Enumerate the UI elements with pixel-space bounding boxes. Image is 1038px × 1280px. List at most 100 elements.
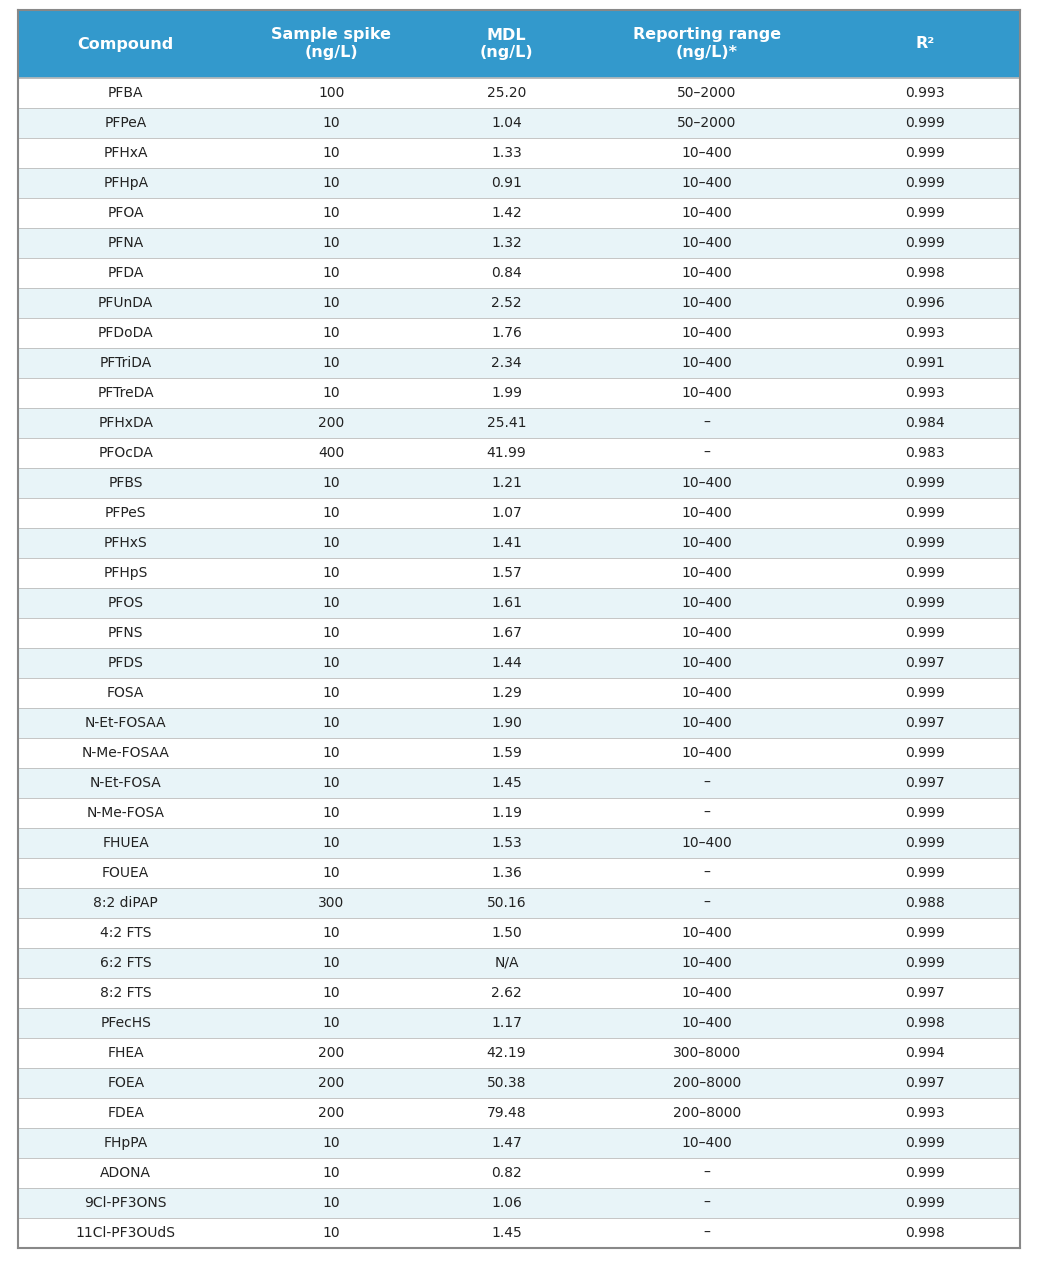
- Bar: [18, 678, 1020, 708]
- Text: 10: 10: [323, 1226, 339, 1240]
- Text: 10–400: 10–400: [682, 626, 732, 640]
- Text: 400: 400: [318, 445, 345, 460]
- Text: PFHpS: PFHpS: [104, 566, 147, 580]
- Text: 11Cl-PF3OUdS: 11Cl-PF3OUdS: [76, 1226, 175, 1240]
- Text: –: –: [704, 776, 710, 790]
- Text: 0.999: 0.999: [905, 236, 945, 250]
- Bar: [18, 408, 1020, 438]
- Bar: [18, 228, 1020, 259]
- Text: 10–400: 10–400: [682, 476, 732, 490]
- Text: 10–400: 10–400: [682, 746, 732, 760]
- Bar: [18, 648, 1020, 678]
- Text: 10: 10: [323, 566, 339, 580]
- Bar: [18, 1158, 1020, 1188]
- Text: –: –: [704, 806, 710, 820]
- Text: 1.50: 1.50: [491, 925, 522, 940]
- Text: 10–400: 10–400: [682, 1137, 732, 1149]
- Bar: [18, 1128, 1020, 1158]
- Text: 200: 200: [318, 1046, 345, 1060]
- Text: 0.999: 0.999: [905, 506, 945, 520]
- Bar: [18, 588, 1020, 618]
- Text: –: –: [704, 1226, 710, 1240]
- Text: PFOcDA: PFOcDA: [99, 445, 154, 460]
- Text: N/A: N/A: [494, 956, 519, 970]
- Text: N-Me-FOSAA: N-Me-FOSAA: [82, 746, 169, 760]
- Text: 10–400: 10–400: [682, 206, 732, 220]
- Text: 0.84: 0.84: [491, 266, 522, 280]
- Text: 10: 10: [323, 116, 339, 131]
- Text: 0.999: 0.999: [905, 536, 945, 550]
- Text: 10–400: 10–400: [682, 956, 732, 970]
- Bar: [18, 138, 1020, 168]
- Bar: [18, 1038, 1020, 1068]
- Text: N-Me-FOSA: N-Me-FOSA: [87, 806, 165, 820]
- Text: PFHxDA: PFHxDA: [99, 416, 154, 430]
- Bar: [18, 618, 1020, 648]
- Text: 10: 10: [323, 746, 339, 760]
- Text: 10: 10: [323, 1196, 339, 1210]
- Text: 10–400: 10–400: [682, 686, 732, 700]
- Text: 100: 100: [318, 86, 345, 100]
- Text: N-Et-FOSA: N-Et-FOSA: [90, 776, 162, 790]
- Text: 200–8000: 200–8000: [673, 1076, 741, 1091]
- Text: PFOS: PFOS: [108, 596, 143, 611]
- Text: 0.999: 0.999: [905, 746, 945, 760]
- Bar: [18, 1219, 1020, 1248]
- Text: 1.61: 1.61: [491, 596, 522, 611]
- Text: 1.67: 1.67: [491, 626, 522, 640]
- Text: 9Cl-PF3ONS: 9Cl-PF3ONS: [84, 1196, 167, 1210]
- Text: 1.32: 1.32: [491, 236, 522, 250]
- Text: 10: 10: [323, 296, 339, 310]
- Text: 0.91: 0.91: [491, 175, 522, 189]
- Text: –: –: [704, 416, 710, 430]
- Bar: [18, 168, 1020, 198]
- Bar: [18, 558, 1020, 588]
- Text: 1.44: 1.44: [491, 655, 522, 669]
- Text: 10: 10: [323, 867, 339, 881]
- Text: PFTriDA: PFTriDA: [100, 356, 152, 370]
- Bar: [18, 918, 1020, 948]
- Text: 10: 10: [323, 776, 339, 790]
- Text: 1.36: 1.36: [491, 867, 522, 881]
- Bar: [18, 317, 1020, 348]
- Text: 200: 200: [318, 1106, 345, 1120]
- Text: 0.82: 0.82: [491, 1166, 522, 1180]
- Text: 10: 10: [323, 236, 339, 250]
- Text: N-Et-FOSAA: N-Et-FOSAA: [85, 716, 166, 730]
- Text: 0.998: 0.998: [905, 1226, 945, 1240]
- Text: 0.997: 0.997: [905, 655, 945, 669]
- Text: 10–400: 10–400: [682, 536, 732, 550]
- Text: –: –: [704, 867, 710, 881]
- Text: 0.999: 0.999: [905, 1196, 945, 1210]
- Text: PFTreDA: PFTreDA: [98, 387, 154, 399]
- Text: 200: 200: [318, 416, 345, 430]
- Text: 10–400: 10–400: [682, 175, 732, 189]
- Text: 50–2000: 50–2000: [677, 86, 737, 100]
- Text: 10: 10: [323, 266, 339, 280]
- Text: 1.06: 1.06: [491, 1196, 522, 1210]
- Bar: [18, 888, 1020, 918]
- Text: 6:2 FTS: 6:2 FTS: [100, 956, 152, 970]
- Text: 0.999: 0.999: [905, 206, 945, 220]
- Text: 10: 10: [323, 925, 339, 940]
- Text: FOEA: FOEA: [107, 1076, 144, 1091]
- Text: 0.997: 0.997: [905, 776, 945, 790]
- Bar: [18, 1068, 1020, 1098]
- Text: 0.993: 0.993: [905, 86, 945, 100]
- Text: 0.988: 0.988: [905, 896, 945, 910]
- Text: 10–400: 10–400: [682, 986, 732, 1000]
- Text: 2.62: 2.62: [491, 986, 522, 1000]
- Text: PFDoDA: PFDoDA: [98, 326, 154, 340]
- Text: 0.999: 0.999: [905, 836, 945, 850]
- Text: –: –: [704, 1166, 710, 1180]
- Text: 1.45: 1.45: [491, 1226, 522, 1240]
- Text: 10: 10: [323, 356, 339, 370]
- Bar: [18, 797, 1020, 828]
- Text: 10–400: 10–400: [682, 566, 732, 580]
- Text: FOUEA: FOUEA: [102, 867, 149, 881]
- Text: Reporting range
(ng/L)*: Reporting range (ng/L)*: [633, 27, 781, 60]
- Text: 0.997: 0.997: [905, 716, 945, 730]
- Text: 10: 10: [323, 506, 339, 520]
- Bar: [18, 108, 1020, 138]
- Text: R²: R²: [916, 37, 934, 51]
